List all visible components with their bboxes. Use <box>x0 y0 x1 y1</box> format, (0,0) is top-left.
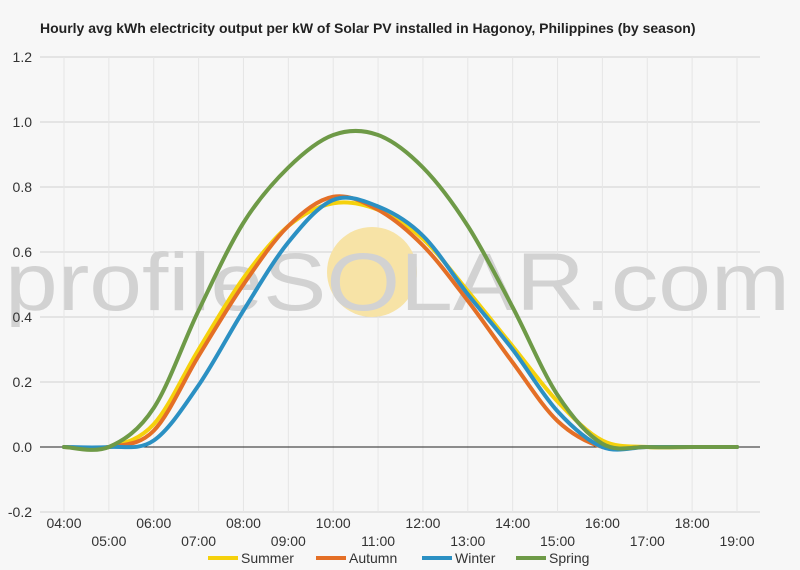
x-tick-label: 13:00 <box>450 533 485 549</box>
legend-item-winter: Winter <box>422 550 496 566</box>
legend-item-spring: Spring <box>516 550 589 566</box>
y-axis-ticks: -0.2 0.0 0.2 0.4 0.6 0.8 1.0 1.2 <box>8 49 32 520</box>
watermark: profile SOLAR .com <box>5 227 790 328</box>
x-tick-label: 05:00 <box>91 533 126 549</box>
series-line-summer <box>62 200 739 451</box>
y-tick-label: 0.6 <box>13 244 33 260</box>
legend-label: Winter <box>455 550 496 566</box>
x-tick-label: 07:00 <box>181 533 216 549</box>
x-tick-label: 15:00 <box>540 533 575 549</box>
watermark-mid: SOLAR <box>263 237 584 328</box>
x-tick-label: 17:00 <box>630 533 665 549</box>
x-tick-label: 14:00 <box>495 515 530 531</box>
legend-label: Summer <box>241 550 294 566</box>
x-tick-label: 10:00 <box>316 515 351 531</box>
x-tick-label: 19:00 <box>719 533 754 549</box>
y-tick-label: 1.0 <box>13 114 33 130</box>
legend-label: Autumn <box>349 550 397 566</box>
chart-title: Hourly avg kWh electricity output per kW… <box>40 20 696 36</box>
legend-label: Spring <box>549 550 589 566</box>
legend-item-summer: Summer <box>208 550 294 566</box>
x-axis-ticks: 04:00 05:00 06:00 07:00 08:00 09:00 10:00 11:00… <box>46 515 754 549</box>
series-lines <box>62 128 739 452</box>
x-tick-label: 04:00 <box>46 515 81 531</box>
watermark-sun-icon <box>327 227 417 317</box>
series-line-spring <box>62 128 739 452</box>
y-tick-label: 0.4 <box>13 309 33 325</box>
x-tick-label: 18:00 <box>675 515 710 531</box>
x-tick-label: 09:00 <box>271 533 306 549</box>
y-tick-label: 1.2 <box>13 49 33 65</box>
y-tick-label: 0.2 <box>13 374 33 390</box>
watermark-text: profile SOLAR .com <box>5 237 790 328</box>
watermark-right: .com <box>585 237 790 328</box>
legend: Summer Autumn Winter Spring <box>208 550 589 566</box>
x-tick-label: 06:00 <box>136 515 171 531</box>
y-tick-label: 0.8 <box>13 179 33 195</box>
x-tick-label: 11:00 <box>361 533 395 549</box>
x-tick-label: 16:00 <box>585 515 620 531</box>
y-tick-label: -0.2 <box>8 504 32 520</box>
x-tick-label: 08:00 <box>226 515 261 531</box>
legend-item-autumn: Autumn <box>316 550 397 566</box>
y-tick-label: 0.0 <box>13 439 33 455</box>
x-tick-label: 12:00 <box>405 515 440 531</box>
